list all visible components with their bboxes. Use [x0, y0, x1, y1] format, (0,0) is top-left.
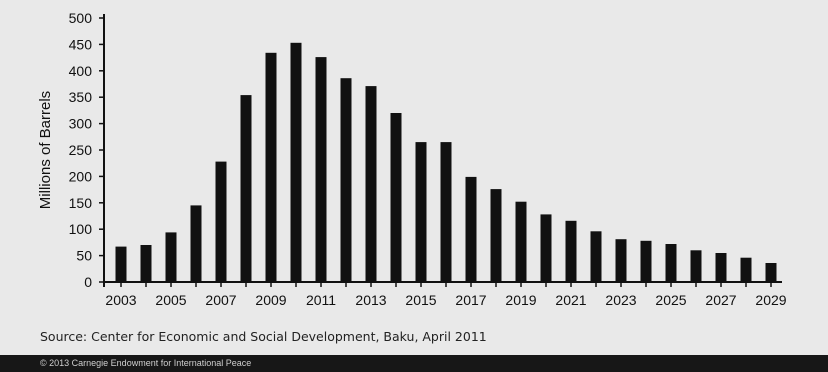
y-tick-label: 500 — [69, 10, 93, 26]
x-tick-label: 2023 — [605, 292, 636, 308]
bar-2007 — [215, 161, 227, 282]
bar-2009 — [265, 52, 277, 282]
source-note: Source: Center for Economic and Social D… — [40, 329, 487, 344]
bar-2028 — [740, 257, 752, 282]
bar-2006 — [190, 205, 202, 282]
bar-2029 — [765, 263, 777, 282]
bar-2024 — [640, 240, 652, 282]
y-tick-label: 250 — [69, 142, 93, 158]
y-tick-label: 450 — [69, 36, 93, 52]
x-tick-label: 2025 — [655, 292, 686, 308]
y-tick-label: 100 — [69, 221, 93, 237]
bar-2019 — [515, 201, 527, 282]
bar-2012 — [340, 78, 352, 282]
x-tick-label: 2027 — [705, 292, 736, 308]
y-tick-label: 50 — [76, 248, 92, 264]
x-tick-label: 2011 — [306, 292, 336, 308]
bar-2027 — [715, 253, 727, 282]
y-tick-label: 0 — [84, 274, 92, 290]
x-tick-label: 2029 — [755, 292, 786, 308]
bar-2021 — [565, 220, 577, 282]
bar-2014 — [390, 113, 402, 282]
y-tick-label: 200 — [69, 168, 93, 184]
bar-2017 — [465, 176, 477, 282]
y-tick-label: 400 — [69, 63, 93, 79]
copyright-footer: © 2013 Carnegie Endowment for Internatio… — [0, 355, 828, 372]
x-tick-label: 2017 — [455, 292, 486, 308]
bar-2023 — [615, 239, 627, 282]
x-ticks-group: 2003 2005 2007 2009 2011 2013 2015 2017 2019 2021… — [105, 282, 787, 308]
y-tick-label: 350 — [69, 89, 93, 105]
bar-2004 — [140, 245, 152, 282]
bar-2013 — [365, 86, 377, 282]
bar-2026 — [690, 250, 702, 282]
x-tick-label: 2019 — [505, 292, 536, 308]
y-tick-label: 150 — [69, 195, 93, 211]
x-tick-label: 2021 — [555, 292, 586, 308]
x-tick-label: 2003 — [105, 292, 136, 308]
x-tick-label: 2015 — [405, 292, 436, 308]
x-tick-label: 2005 — [155, 292, 186, 308]
bar-2022 — [590, 231, 602, 282]
bar-2008 — [240, 95, 252, 282]
bar-2015 — [415, 142, 427, 282]
x-tick-label: 2007 — [205, 292, 236, 308]
bars-group — [115, 42, 777, 282]
bar-2018 — [490, 189, 502, 282]
y-tick-label: 300 — [69, 116, 93, 132]
y-ticks-group: 0 50 100 150 200 250 300 350 400 450 500 — [69, 10, 104, 290]
bar-2010 — [290, 42, 302, 282]
copyright-text: © 2013 Carnegie Endowment for Internatio… — [40, 358, 252, 368]
x-tick-label: 2013 — [355, 292, 386, 308]
bar-2011 — [315, 57, 327, 282]
bar-2025 — [665, 244, 677, 282]
y-axis-label: Millions of Barrels — [37, 91, 54, 209]
x-tick-label: 2009 — [255, 292, 286, 308]
bar-2020 — [540, 214, 552, 282]
bar-2003 — [115, 246, 127, 282]
bar-2005 — [165, 232, 177, 282]
bar-2016 — [440, 142, 452, 282]
